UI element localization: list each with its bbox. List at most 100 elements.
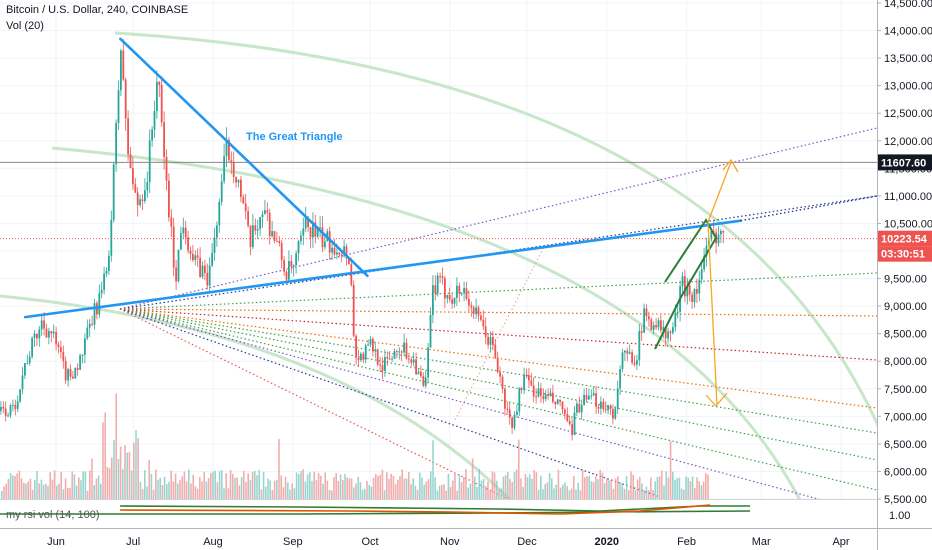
arrow-up-shaft — [707, 161, 732, 223]
candle-body — [148, 140, 151, 183]
volume-bar — [141, 489, 144, 499]
candle-body — [489, 336, 492, 345]
candle-body — [391, 358, 393, 360]
candle-body — [472, 307, 475, 314]
volume-bar — [291, 483, 293, 499]
candle-body — [376, 349, 379, 365]
volume-bar — [537, 489, 540, 499]
candle-body — [448, 294, 451, 300]
volume-bar — [324, 472, 326, 499]
volume-bar — [432, 440, 434, 499]
candle-body — [36, 333, 38, 339]
volume-bar — [122, 469, 124, 499]
candle-body — [484, 326, 487, 337]
volume-bar — [674, 479, 676, 499]
volume-bar — [491, 471, 494, 499]
volume-bar — [639, 476, 641, 499]
x-tick-label: Feb — [677, 536, 696, 548]
candle-body — [115, 122, 117, 165]
countdown-tag: 03:30:51 — [881, 249, 925, 261]
fan-arc — [51, 146, 802, 501]
candle-body — [324, 241, 326, 248]
candle-body — [264, 210, 266, 215]
candle-body — [566, 413, 569, 421]
fan-line — [119, 308, 511, 501]
candle-body — [595, 393, 597, 407]
candle-body — [691, 294, 693, 303]
volume-bar — [313, 471, 315, 499]
candle-body — [91, 323, 93, 325]
x-tick-label: 2020 — [595, 536, 619, 548]
volume-bar — [636, 479, 639, 499]
volume-bar — [309, 472, 311, 499]
target-price-tag: 11607.60 — [881, 157, 926, 169]
volume-bar — [146, 486, 148, 499]
volume-bar — [174, 473, 177, 499]
volume-bar — [67, 487, 69, 499]
volume-bar — [476, 486, 478, 499]
candle-body — [655, 325, 657, 328]
volume-bar — [485, 486, 487, 499]
volume-bar — [412, 478, 414, 499]
volume-bar — [320, 475, 322, 499]
volume-bar — [379, 474, 381, 499]
volume-bar — [678, 477, 681, 499]
volume-bar — [188, 469, 190, 499]
candle-body — [681, 276, 684, 287]
volume-bar — [75, 485, 78, 499]
x-tick-label: Nov — [440, 536, 460, 548]
volume-bar — [25, 483, 27, 499]
volume-bar — [212, 471, 214, 499]
candle-body — [645, 308, 648, 317]
volume-bar — [53, 470, 56, 499]
volume-bar — [166, 484, 168, 499]
volume-bar — [86, 490, 89, 499]
y-tick-label: 6,500.00 — [884, 439, 927, 451]
candle-body — [112, 164, 115, 220]
volume-bar — [271, 490, 274, 499]
volume-bar — [507, 472, 509, 499]
volume-bar — [511, 482, 513, 499]
volume-bar — [221, 470, 223, 499]
volume-bar — [707, 474, 709, 499]
volume-bar — [23, 482, 25, 499]
volume-bar — [449, 487, 452, 499]
volume-bar — [408, 472, 410, 499]
candle-body — [441, 276, 444, 279]
volume-indicator-title: Vol (20) — [6, 20, 44, 32]
volume-bar — [702, 481, 705, 499]
candle-body — [151, 129, 153, 141]
volume-bar — [60, 471, 62, 499]
triangle-label: The Great Triangle — [246, 131, 343, 143]
candle-body — [331, 247, 333, 253]
volume-bar — [381, 469, 384, 499]
volume-bar — [590, 481, 593, 499]
volume-bar — [632, 474, 634, 499]
x-tick-label: Jun — [47, 536, 65, 548]
candle-body — [31, 337, 33, 357]
candle-body — [573, 412, 576, 435]
candle-body — [362, 353, 365, 360]
candle-body — [506, 408, 509, 410]
volume-bar — [599, 469, 601, 499]
candle-body — [285, 271, 288, 280]
candles — [0, 39, 725, 441]
candle-body — [624, 350, 626, 353]
candle-body — [292, 265, 295, 267]
candle-body — [16, 401, 19, 409]
volume-bar — [610, 480, 612, 499]
candle-body — [650, 319, 653, 330]
volume-bar — [342, 480, 344, 499]
volume-bar — [438, 485, 441, 499]
volume-bar — [436, 490, 439, 499]
volume-bar — [414, 485, 417, 499]
candle-body — [163, 122, 165, 158]
candle-body — [643, 308, 645, 333]
fan-line — [454, 244, 546, 421]
candle-body — [364, 345, 367, 360]
y-tick-label: 9,500.00 — [884, 274, 927, 286]
candle-body — [218, 201, 221, 226]
volume-bar — [152, 489, 155, 499]
candle-body — [122, 50, 125, 80]
volume-bar — [419, 472, 421, 499]
